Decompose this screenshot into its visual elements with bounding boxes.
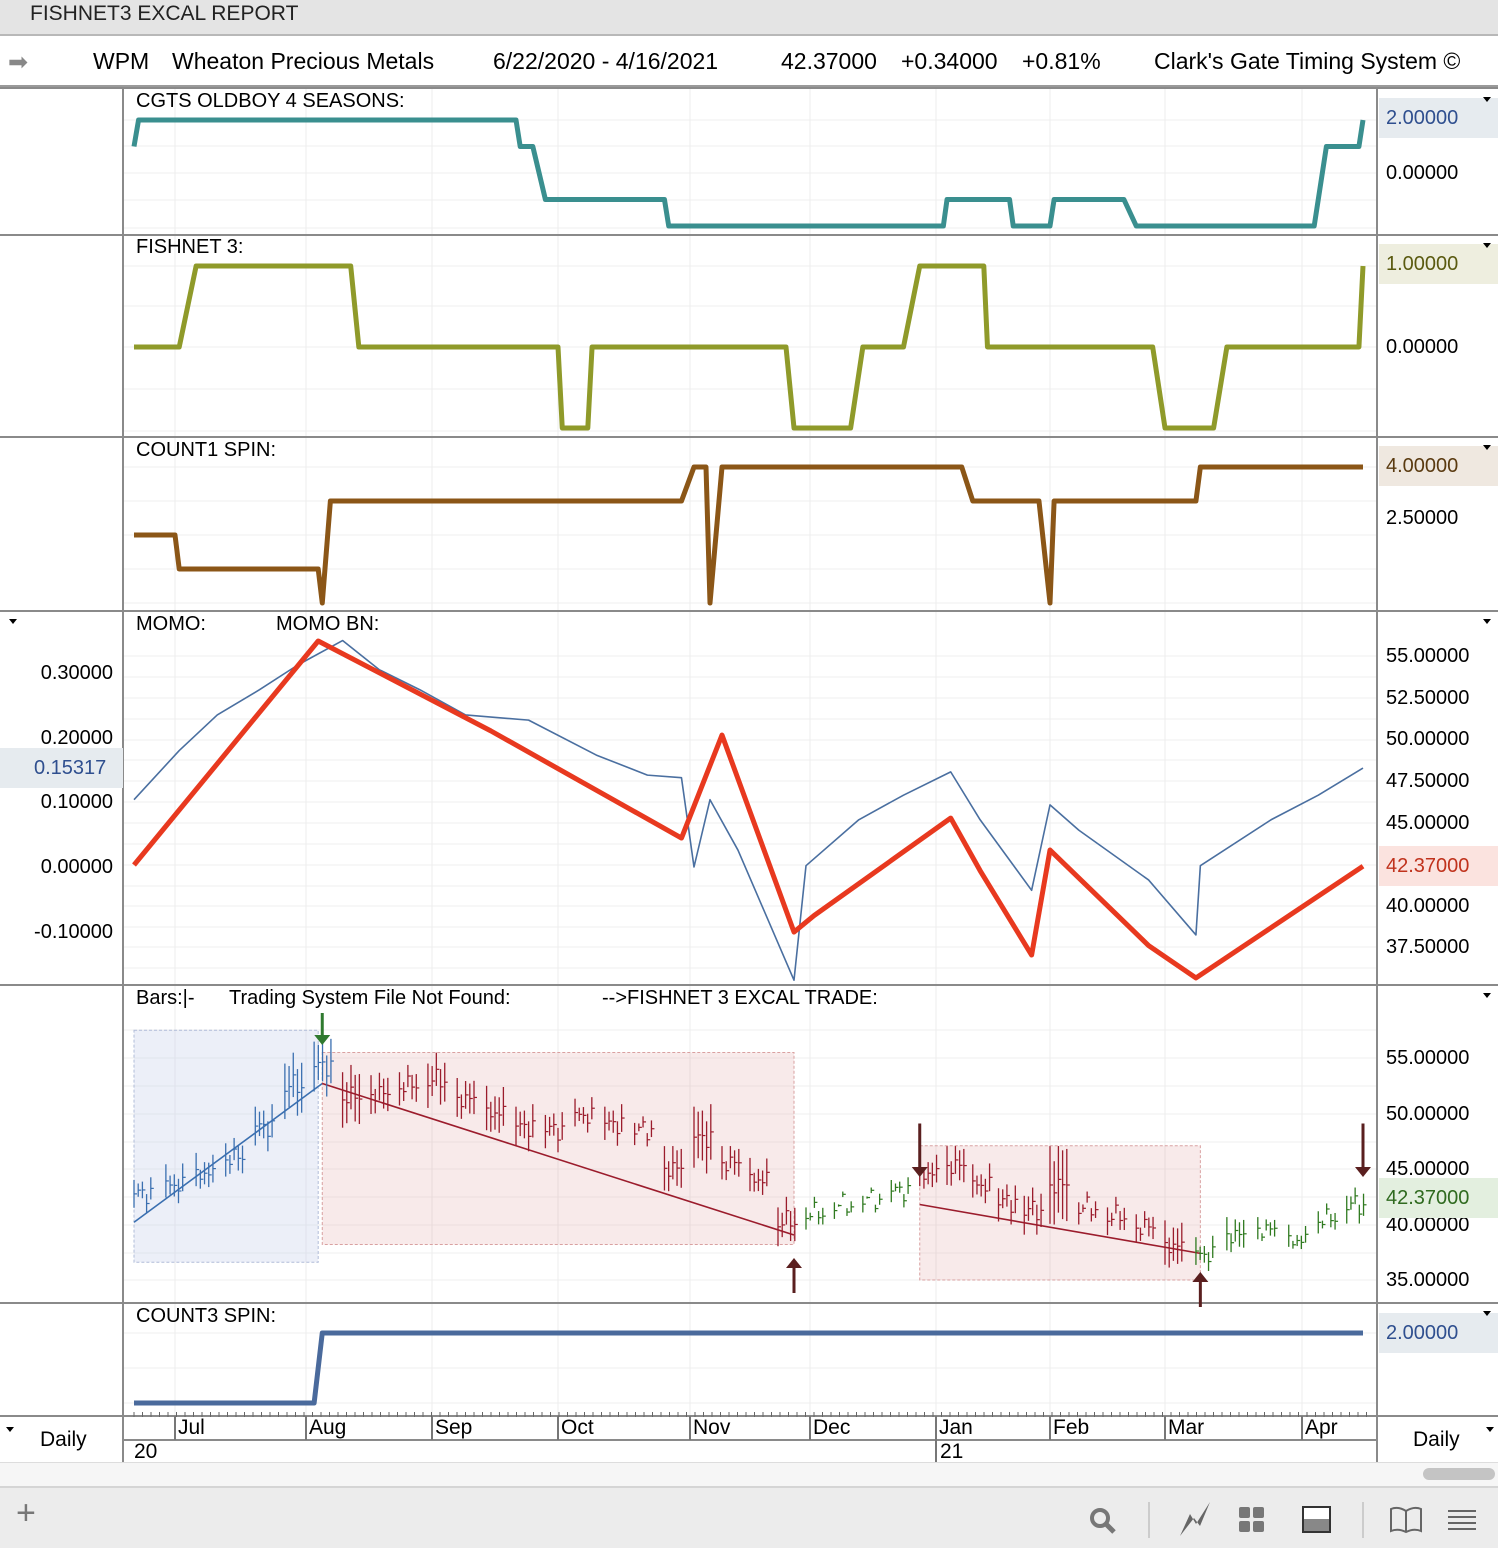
toolbar-divider (1362, 1502, 1364, 1538)
axis-tick: 0.00000 (1386, 336, 1459, 358)
signal-arrow-up-icon (786, 1258, 802, 1268)
momo-bn-line (133, 639, 1364, 982)
chart-line-icon[interactable] (1178, 1500, 1212, 1538)
axis-tick: 37.50000 (1386, 936, 1470, 958)
book-icon[interactable] (1389, 1506, 1423, 1534)
signal-arrow-down-icon (314, 1035, 331, 1045)
month-label: Feb (1053, 1416, 1090, 1439)
year-label: 20 (134, 1440, 158, 1463)
month-label: Apr (1305, 1416, 1338, 1439)
axis-tick: 35.00000 (1386, 1269, 1470, 1291)
axis-tick: 50.00000 (1386, 1103, 1470, 1125)
momo-line (132, 638, 1365, 981)
horizontal-scrollbar[interactable] (0, 1462, 1498, 1486)
axis-tick: 55.00000 (1386, 1047, 1470, 1069)
panel-menu-icon[interactable] (1483, 1311, 1491, 1316)
axis-tick: 0.20000 (40, 727, 113, 749)
panel-menu-icon[interactable] (9, 619, 17, 624)
panel-title-count1: COUNT1 SPIN: (136, 439, 277, 461)
value-tag-momo-bn: 0.15317 (0, 748, 123, 788)
panel-title-fishnet: FISHNET 3: (136, 236, 244, 258)
plus-icon[interactable]: + (16, 1494, 36, 1532)
axis-tick: 55.00000 (1386, 645, 1470, 667)
count3-line (134, 1330, 1363, 1406)
value-tag-count1: 4.00000 (1379, 446, 1498, 486)
axis-tick: 50.00000 (1386, 728, 1470, 750)
panel-menu-icon[interactable] (1483, 97, 1491, 102)
axis-tick: 47.50000 (1386, 770, 1470, 792)
month-label: Mar (1168, 1416, 1205, 1439)
month-label: Sep (435, 1416, 473, 1439)
search-icon[interactable] (1088, 1506, 1118, 1536)
fishnet-line (134, 263, 1366, 431)
axis-tick: 2.50000 (1386, 507, 1459, 529)
last-price: 42.37000 (781, 48, 877, 74)
oldboy-line (131, 117, 1366, 229)
axis-tick: 0.00000 (40, 856, 113, 878)
toolbar-divider (1148, 1502, 1150, 1538)
axis-tick: 0.10000 (40, 791, 113, 813)
company-name: Wheaton Precious Metals (172, 48, 435, 74)
axis-tick: 0.30000 (40, 662, 113, 684)
symbol: WPM (93, 48, 150, 74)
title-bar: FISHNET3 EXCAL REPORT (0, 0, 1498, 36)
price-change: +0.34000 (901, 48, 998, 74)
period-selector-left[interactable]: Daily (40, 1428, 87, 1451)
info-bar: ➡ WPM Wheaton Precious Metals 6/22/2020 … (0, 36, 1498, 88)
axis-tick: 40.00000 (1386, 895, 1470, 917)
value-tag-count3: 2.00000 (1379, 1313, 1498, 1353)
count1-line (134, 464, 1363, 606)
signal-arrow-down-icon (1355, 1167, 1371, 1177)
value-tag-oldboy: 2.00000 (1379, 98, 1498, 138)
month-label: Dec (813, 1416, 851, 1439)
value-tag-momo: 42.37000 (1379, 846, 1498, 886)
month-label: Jan (939, 1416, 973, 1439)
trend-line (133, 1082, 323, 1223)
grid-icon[interactable] (1238, 1506, 1266, 1534)
period-selector-right[interactable]: Daily (1413, 1428, 1460, 1451)
month-label: Nov (693, 1416, 731, 1439)
percent-change: +0.81% (1022, 48, 1101, 74)
menu-icon[interactable] (1446, 1508, 1478, 1532)
axis-tick: 40.00000 (1386, 1214, 1470, 1236)
panel-title-oldboy: CGTS OLDBOY 4 SEASONS: (136, 90, 405, 112)
value-tag-fishnet: 1.00000 (1379, 244, 1498, 284)
trend-line (322, 1082, 795, 1236)
system-name: Clark's Gate Timing System © (1154, 48, 1461, 74)
month-label: Oct (561, 1416, 594, 1439)
date-range: 6/22/2020 - 4/16/2021 (493, 48, 719, 74)
panel-title-excal-trade: -->FISHNET 3 EXCAL TRADE: (602, 987, 878, 1009)
scrollbar-thumb[interactable] (1423, 1468, 1495, 1480)
axis-tick: 0.00000 (1386, 162, 1459, 184)
signal-arrow-down-icon (911, 1167, 928, 1177)
panel-layout-icon[interactable] (1302, 1506, 1332, 1534)
month-label: Jul (178, 1416, 205, 1439)
panel-menu-icon[interactable] (1483, 993, 1491, 998)
panel-menu-icon[interactable] (1483, 445, 1491, 450)
panel-title-count3: COUNT3 SPIN: (136, 1305, 277, 1327)
bottom-toolbar: + (0, 1486, 1498, 1548)
axis-tick: 45.00000 (1386, 812, 1470, 834)
trend-line (919, 1203, 1201, 1255)
period-menu-icon[interactable] (6, 1427, 14, 1432)
axis-tick: -0.10000 (34, 921, 113, 943)
signal-arrow-up-icon (1192, 1272, 1209, 1282)
arrow-right-icon[interactable]: ➡ (8, 49, 29, 76)
panel-menu-icon[interactable] (1483, 619, 1491, 624)
panel-title-momo-bn: MOMO BN: (276, 613, 380, 635)
panel-title-momo: MOMO: (136, 613, 206, 635)
panel-title-bars: Bars:|- (136, 987, 195, 1009)
value-tag-price: 42.37000 (1379, 1178, 1498, 1218)
month-label: Aug (309, 1416, 347, 1439)
panel-title-trading-system: Trading System File Not Found: (229, 987, 511, 1009)
axis-tick: 52.50000 (1386, 687, 1470, 709)
period-menu-icon[interactable] (1486, 1427, 1494, 1432)
panel-menu-icon[interactable] (1483, 243, 1491, 248)
year-label: 21 (940, 1440, 964, 1463)
axis-tick: 45.00000 (1386, 1158, 1470, 1180)
window-title: FISHNET3 EXCAL REPORT (30, 2, 299, 25)
